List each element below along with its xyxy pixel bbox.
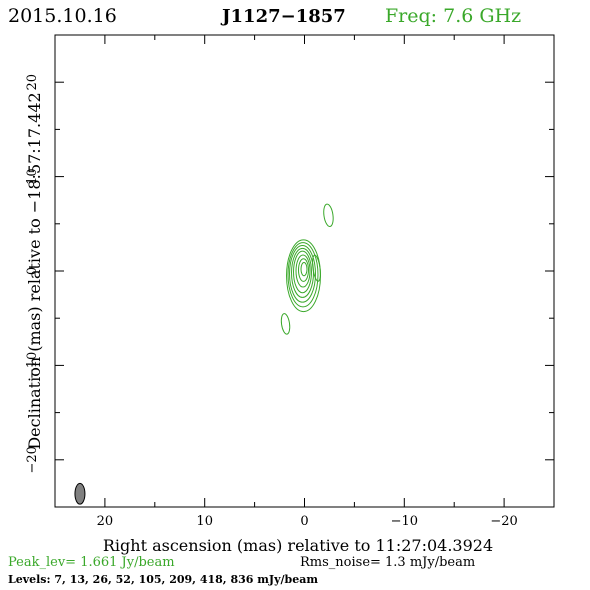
y-tick-label: −10 — [25, 352, 40, 379]
core-contour — [289, 245, 316, 303]
core-contour — [298, 258, 309, 282]
core-contour — [300, 262, 308, 277]
frequency-label: Freq: 7.6 GHz — [385, 5, 521, 27]
x-axis-label: Right ascension (mas) relative to 11:27:… — [103, 536, 493, 555]
core-contour — [287, 242, 319, 308]
x-tick-label: 0 — [300, 514, 308, 529]
x-tick-label: 20 — [97, 514, 114, 529]
rms-noise: Rms_noise= 1.3 mJy/beam — [300, 555, 475, 570]
component-contour — [323, 203, 334, 228]
x-tick-label: −10 — [391, 514, 418, 529]
y-tick-label: 0 — [25, 267, 40, 275]
x-tick-label: 10 — [196, 514, 213, 529]
core-contour — [293, 250, 312, 294]
y-tick-label: 10 — [25, 168, 40, 185]
source-name: J1127−1857 — [220, 6, 346, 27]
contour-levels: Levels: 7, 13, 26, 52, 105, 209, 418, 83… — [8, 573, 318, 586]
axis-tick-labels: 20 10 0 −10 −20 20 10 0 −10 −20 — [25, 74, 518, 529]
core-contour — [295, 254, 311, 288]
beam-ellipse — [74, 482, 86, 505]
component-contour — [312, 254, 321, 282]
plot-frame — [54, 34, 555, 508]
observation-date: 2015.10.16 — [8, 5, 117, 27]
peak-level: Peak_lev= 1.661 Jy/beam — [8, 555, 175, 570]
contour-layer — [74, 203, 334, 505]
axis-ticks — [54, 34, 555, 508]
x-tick-label: −20 — [490, 514, 517, 529]
component-contour — [280, 313, 291, 335]
y-axis-label: Declination (mas) relative to −18:57:17.… — [25, 92, 44, 449]
y-tick-label: 20 — [25, 74, 40, 91]
y-tick-label: −20 — [25, 446, 40, 473]
